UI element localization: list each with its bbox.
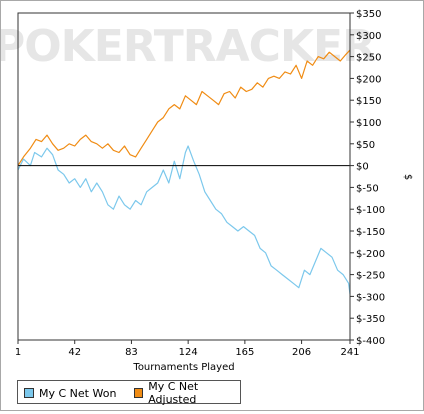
watermark: POKERTRACKER <box>1 21 375 72</box>
x-tick-label: 241 <box>340 347 359 358</box>
x-tick-label: 42 <box>68 347 81 358</box>
y-tick-label: $-400 <box>356 336 385 347</box>
y-tick-label: $-200 <box>356 249 385 260</box>
y-axis-label: $ <box>402 174 413 180</box>
legend-label-net-adjusted: My C Net Adjusted <box>148 380 199 406</box>
y-tick-label: $100 <box>356 118 381 129</box>
y-tick-label: $-50 <box>356 183 379 194</box>
y-tick-label: $-350 <box>356 314 385 325</box>
series-line-net-won <box>17 145 351 295</box>
y-tick-label: $200 <box>356 74 381 85</box>
y-tick-label: $-300 <box>356 292 385 303</box>
x-tick-label: 124 <box>179 347 198 358</box>
x-tick-label: 83 <box>125 347 138 358</box>
y-tick-label: $150 <box>356 96 381 107</box>
legend-item-net-adjusted: My C Net Adjusted <box>134 380 240 406</box>
legend-label-net-won: My C Net Won <box>39 386 117 400</box>
y-tick-label: $0 <box>356 162 369 173</box>
plot-lines <box>17 49 351 295</box>
x-tick-label: 1 <box>15 347 21 358</box>
legend-swatch-net-adjusted <box>134 388 144 398</box>
y-tick-label: $350 <box>356 9 381 20</box>
y-tick-label: $300 <box>356 31 381 42</box>
y-tick-label: $50 <box>356 140 375 151</box>
y-tick-label: $-100 <box>356 205 385 216</box>
y-axis: $350 $300 $250 $200 $150 $100 $50 $0 $-50 $-100 $-… <box>350 9 385 347</box>
y-tick-label: $-250 <box>356 271 385 282</box>
legend-swatch-net-won <box>24 388 34 398</box>
x-tick-label: 206 <box>292 347 311 358</box>
legend: My C Net Won My C Net Adjusted <box>17 380 241 406</box>
x-tick-label: 165 <box>235 347 254 358</box>
y-tick-label: $-150 <box>356 227 385 238</box>
series-line-net-adjusted <box>17 49 351 166</box>
legend-item-net-won: My C Net Won <box>24 386 116 400</box>
x-axis-label: Tournaments Played <box>132 362 234 373</box>
y-tick-label: $250 <box>356 53 381 64</box>
x-axis: 1 42 83 124 165 206 241 <box>15 340 360 358</box>
plot-border <box>17 12 351 341</box>
